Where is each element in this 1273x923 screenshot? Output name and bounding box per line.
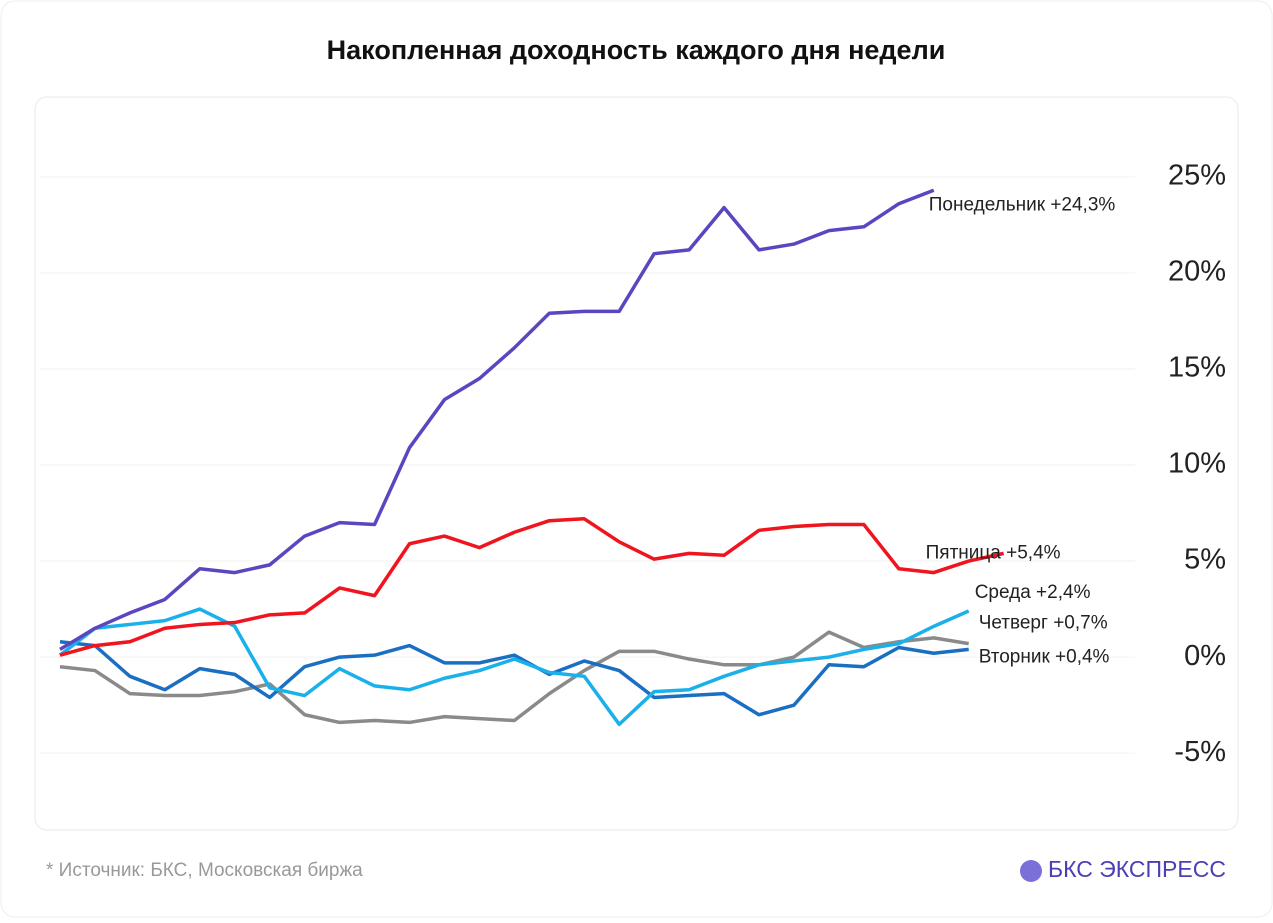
y-tick-label: 0% — [1184, 640, 1226, 672]
series-label: Четверг +0,7% — [979, 613, 1108, 634]
series-line — [59, 188, 935, 651]
series-label: Пятница +5,4% — [926, 542, 1061, 563]
plot-card — [34, 96, 1239, 831]
series-line — [59, 639, 969, 717]
y-tick-label: 10% — [1168, 448, 1226, 480]
y-tick-label: 15% — [1168, 352, 1226, 384]
series-line — [58, 607, 970, 727]
brand-logo — [1020, 860, 1042, 882]
source: * Источник: БКС, Московская биржа — [46, 860, 363, 881]
series-line — [59, 517, 1005, 657]
chart-title: Накопленная доходность каждого дня недел… — [327, 35, 946, 65]
y-tick-label: 20% — [1168, 256, 1226, 288]
brand: БКС ЭКСПРЕСС — [1048, 856, 1226, 882]
series-label: Вторник +0,4% — [979, 646, 1110, 667]
series-label: Понедельник +24,3% — [929, 194, 1116, 215]
y-tick-label: -5% — [1174, 736, 1226, 768]
series-label: Среда +2,4% — [975, 582, 1091, 603]
series-line — [59, 630, 969, 725]
y-tick-label: 25% — [1168, 159, 1226, 191]
y-tick-label: 5% — [1184, 544, 1226, 576]
